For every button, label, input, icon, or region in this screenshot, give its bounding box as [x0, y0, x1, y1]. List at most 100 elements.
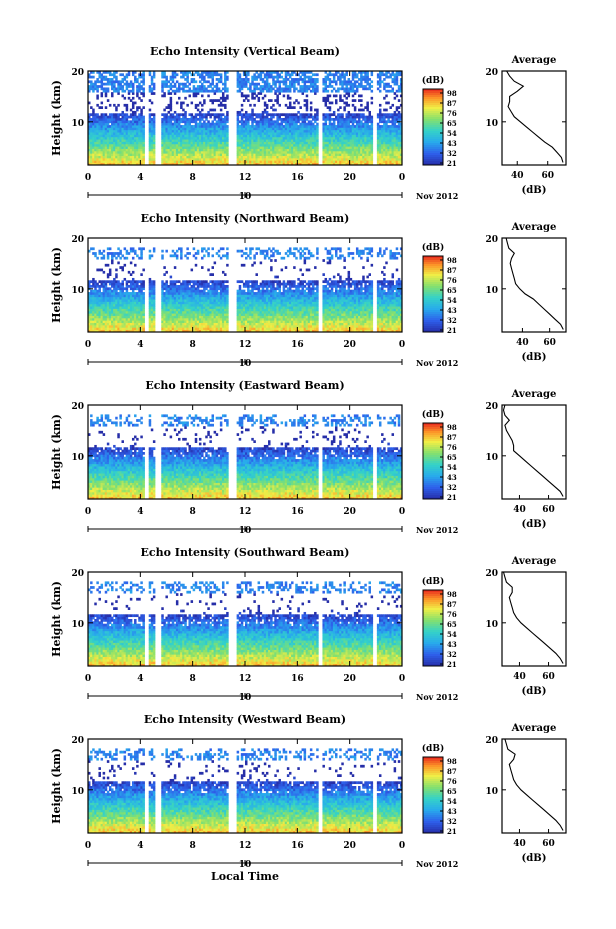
heatmap-cell	[129, 315, 133, 319]
heatmap-cell	[150, 280, 154, 284]
heatmap-cell	[184, 148, 187, 152]
heatmap-cell	[305, 150, 309, 154]
heatmap-cell	[303, 132, 307, 135]
heatmap-cell	[303, 71, 307, 74]
heatmap-cell	[106, 287, 110, 291]
heatmap-cell	[150, 303, 154, 307]
heatmap-cell	[209, 125, 212, 128]
heatmap-cell	[358, 136, 361, 140]
heatmap-cell	[328, 139, 332, 142]
heatmap-cell	[261, 143, 265, 147]
heatmap-cell	[259, 92, 263, 95]
heatmap-cell	[351, 78, 355, 81]
heatmap-cell	[188, 129, 191, 133]
heatmap-cell	[385, 150, 388, 154]
heatmap-cell	[366, 82, 369, 86]
heatmap-cell	[167, 80, 171, 84]
heatmap-cell	[324, 99, 328, 102]
heatmap-cell	[395, 108, 399, 112]
heatmap-cell	[106, 247, 110, 251]
heatmap-cell	[188, 136, 191, 140]
heatmap-cell	[115, 256, 118, 260]
heatmap-cell	[100, 75, 104, 79]
heatmap-cell	[349, 115, 353, 119]
heatmap-cell	[115, 315, 118, 319]
heatmap-cell	[337, 125, 340, 128]
heatmap-cell	[280, 146, 284, 149]
heatmap-cell	[165, 162, 168, 166]
heatmap-cell	[192, 78, 196, 81]
heatmap-cell	[341, 115, 344, 119]
heatmap-cell	[332, 141, 336, 145]
heatmap-cell	[272, 127, 275, 131]
heatmap-cell	[171, 299, 175, 302]
heatmap-cell	[314, 125, 317, 128]
heatmap-cell	[178, 148, 181, 152]
heatmap-cell	[351, 73, 355, 77]
heatmap-cell	[88, 101, 91, 105]
heatmap-cell	[337, 136, 340, 140]
heatmap-cell	[240, 127, 244, 131]
heatmap-cell	[263, 150, 267, 154]
heatmap-cell	[140, 280, 143, 284]
heatmap-cell	[236, 125, 240, 128]
heatmap-cell	[121, 85, 124, 88]
heatmap-cell	[178, 146, 181, 149]
heatmap-cell	[213, 122, 217, 126]
heatmap-cell	[322, 96, 325, 100]
heatmap-cell	[123, 129, 127, 133]
heatmap-cell	[106, 155, 110, 159]
heatmap-cell	[90, 113, 93, 117]
heatmap-cell	[387, 160, 390, 164]
colorbar-segment	[423, 151, 443, 154]
heatmap-cell	[274, 150, 277, 154]
heatmap-cell	[190, 134, 194, 138]
heatmap-cell	[115, 143, 118, 147]
heatmap-cell	[240, 78, 244, 81]
heatmap-cell	[163, 82, 166, 86]
heatmap-cell	[385, 155, 388, 159]
heatmap-cell	[272, 78, 275, 81]
heatmap-cell	[366, 143, 369, 147]
heatmap-cell	[265, 82, 269, 86]
heatmap-cell	[355, 139, 359, 142]
heatmap-cell	[96, 127, 99, 131]
heatmap-cell	[100, 150, 104, 154]
heatmap-cell	[255, 153, 258, 156]
heatmap-cell	[173, 157, 177, 161]
heatmap-cell	[207, 143, 210, 147]
heatmap-cell	[96, 327, 99, 331]
heatmap-cell	[345, 113, 348, 117]
heatmap-cell	[301, 115, 305, 119]
heatmap-cell	[94, 254, 97, 258]
heatmap-cell	[134, 115, 137, 119]
heatmap-cell	[268, 113, 271, 117]
heatmap-cell	[102, 310, 106, 314]
heatmap-cell	[217, 113, 221, 117]
heatmap-cell	[178, 82, 181, 86]
heatmap-cell	[134, 143, 137, 147]
heatmap-cell	[224, 139, 227, 142]
heatmap-cell	[326, 153, 330, 156]
heatmap-cell	[309, 139, 313, 142]
heatmap-cell	[125, 122, 129, 126]
heatmap-cell	[242, 148, 246, 152]
heatmap-cell	[129, 292, 133, 295]
heatmap-cell	[324, 120, 328, 124]
heatmap-cell	[397, 115, 401, 119]
heatmap-cell	[111, 301, 114, 305]
heatmap-cell	[257, 162, 261, 166]
heatmap-cell	[305, 113, 309, 117]
heatmap-cell	[311, 73, 315, 77]
heatmap-cell	[127, 292, 131, 295]
heatmap-cell	[125, 301, 129, 305]
heatmap-cell	[307, 113, 311, 117]
heatmap-cell	[257, 96, 261, 100]
heatmap-cell	[142, 320, 145, 323]
heatmap-cell	[326, 141, 330, 145]
heatmap-cell	[90, 162, 93, 166]
heatmap-cell	[152, 134, 156, 138]
heatmap-cell	[257, 122, 261, 126]
heatmap-cell	[163, 313, 166, 316]
heatmap-cell	[150, 139, 154, 142]
